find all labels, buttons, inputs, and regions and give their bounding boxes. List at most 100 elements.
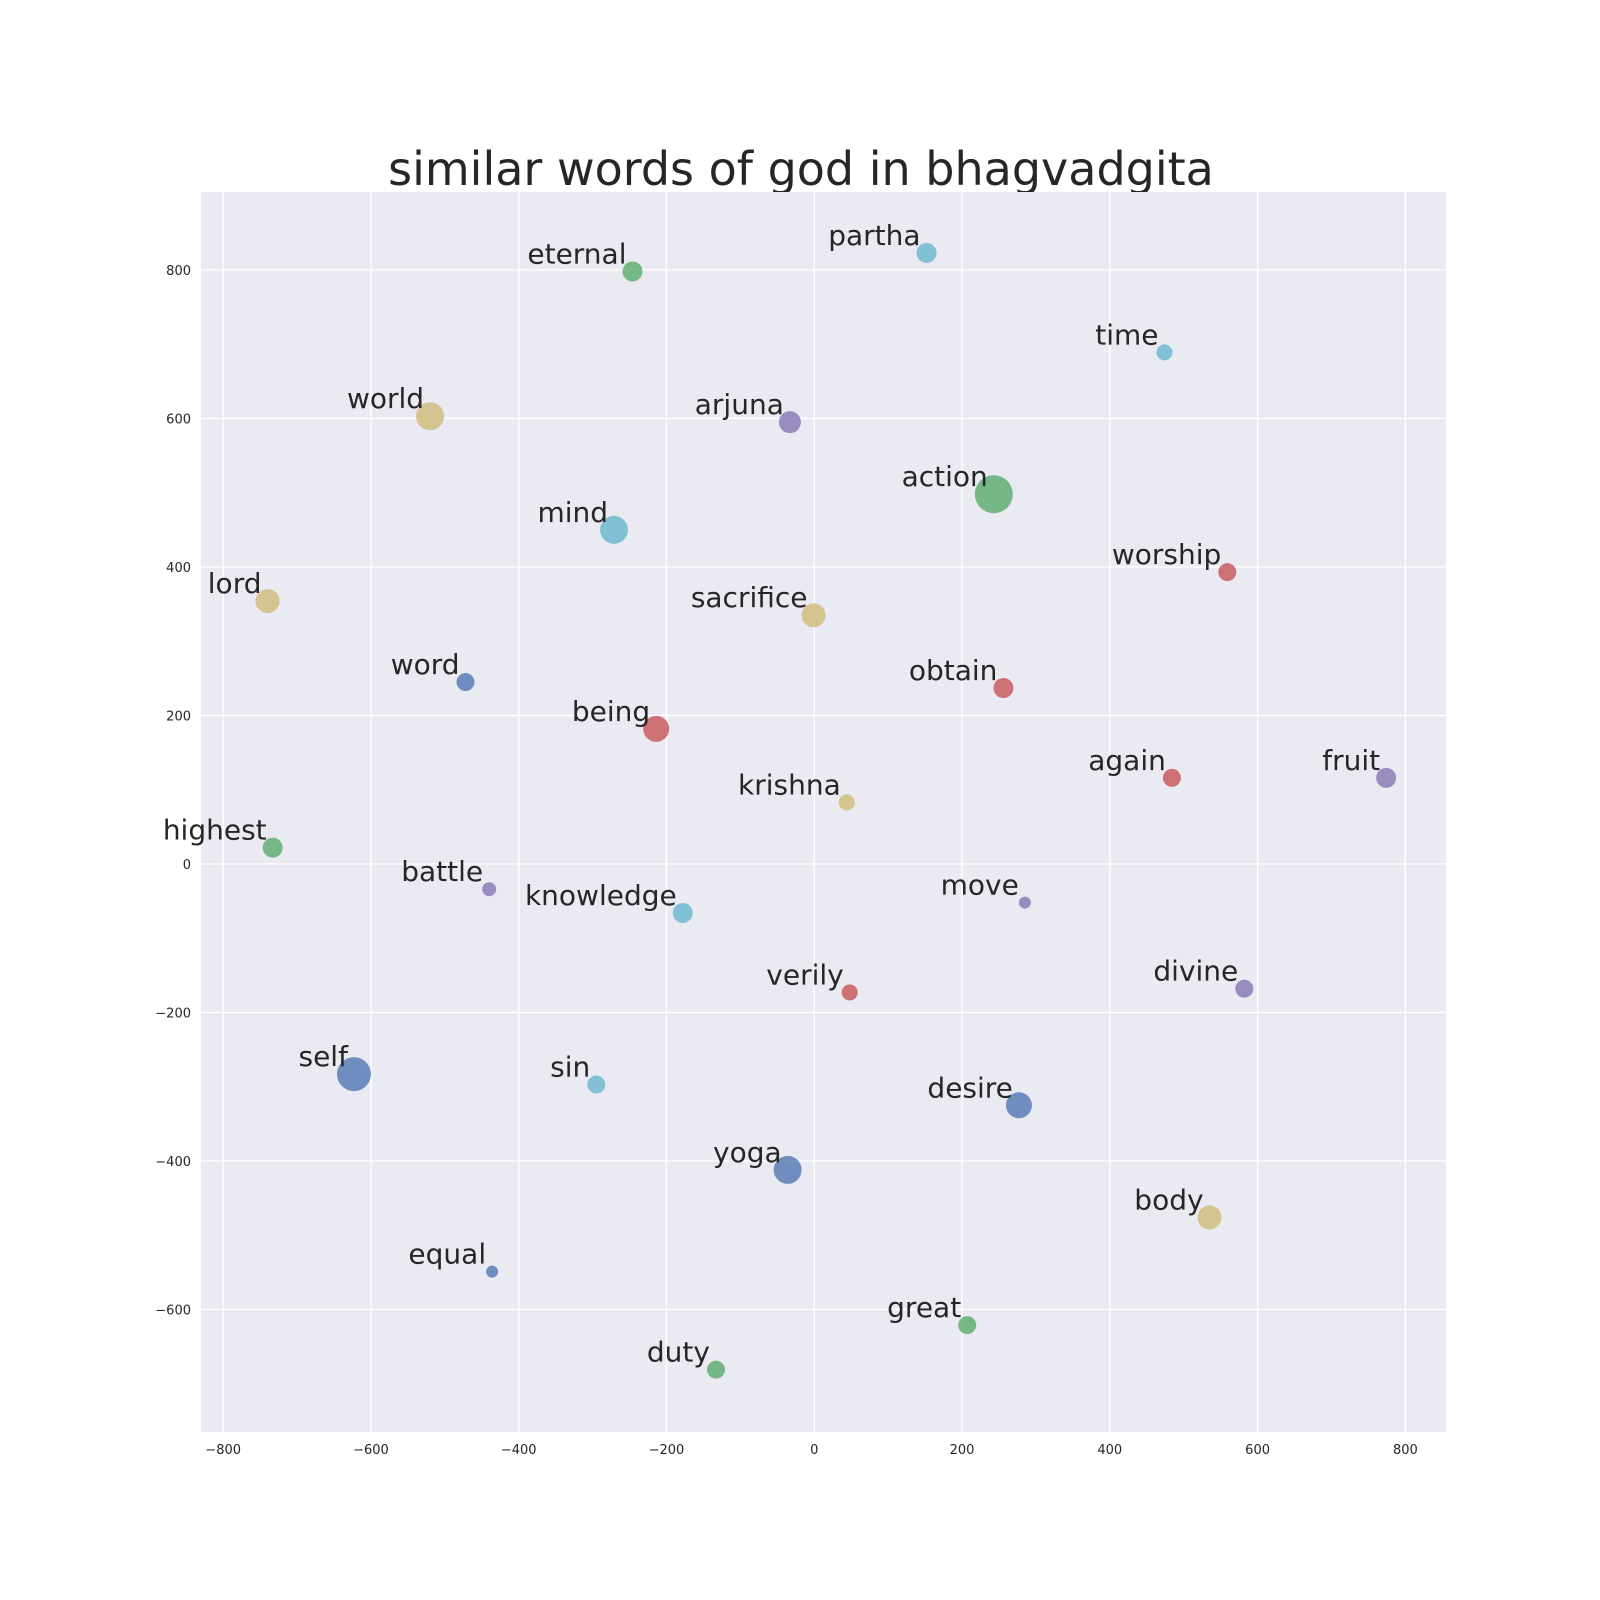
point-marker (778, 411, 801, 434)
point-marker (600, 515, 629, 544)
point-label: arjuna (695, 388, 784, 421)
point-label: battle (401, 855, 483, 888)
point-label: worship (1112, 538, 1221, 571)
point-marker (1162, 768, 1181, 787)
y-tick-label: 800 (166, 264, 191, 279)
point-sacrifice: sacrifice (691, 581, 826, 628)
point-krishna: krishna (738, 768, 855, 811)
point-marker (1218, 563, 1237, 582)
point-partha: partha (828, 219, 937, 263)
point-label: equal (408, 1238, 486, 1271)
point-world: world (347, 382, 445, 431)
point-marker (1156, 344, 1173, 361)
point-label: knowledge (525, 879, 677, 912)
point-label: highest (163, 814, 267, 847)
plot-area (201, 192, 1446, 1432)
point-marker (993, 678, 1014, 698)
y-tick-label: 0 (183, 858, 191, 873)
point-self: self (298, 1040, 371, 1092)
point-label: sin (550, 1051, 590, 1084)
point-label: world (347, 382, 424, 415)
point-label: being (572, 695, 650, 728)
x-tick-label: 0 (810, 1443, 818, 1458)
point-label: move (941, 869, 1019, 902)
point-eternal: eternal (527, 237, 643, 282)
point-marker (1005, 1092, 1032, 1119)
point-verily: verily (766, 958, 858, 1001)
point-equal: equal (408, 1238, 499, 1278)
x-tick-label: −800 (205, 1443, 241, 1458)
point-marker (1197, 1205, 1222, 1230)
point-sin: sin (550, 1051, 606, 1094)
point-marker (958, 1316, 977, 1335)
point-label: fruit (1322, 744, 1380, 777)
point-label: obtain (909, 654, 998, 687)
grid-lines (201, 192, 1446, 1432)
point-arjuna: arjuna (695, 388, 801, 434)
point-battle: battle (401, 855, 497, 897)
x-tick-label: 400 (1097, 1443, 1122, 1458)
y-tick-label: 600 (166, 412, 191, 427)
x-tick-label: 600 (1245, 1443, 1270, 1458)
point-yoga: yoga (713, 1136, 802, 1184)
point-marker (255, 589, 280, 614)
point-label: again (1088, 744, 1166, 777)
point-again: again (1088, 744, 1181, 787)
x-tick-label: 800 (1393, 1443, 1418, 1458)
data-points: partha eternal time world arjuna action mind wo… (163, 219, 1397, 1379)
point-marker (622, 261, 643, 282)
x-tick-label: −200 (649, 1443, 685, 1458)
y-tick-label: 400 (166, 561, 191, 576)
point-label: duty (647, 1336, 710, 1369)
point-label: eternal (527, 237, 626, 270)
point-label: word (391, 648, 460, 681)
point-label: self (298, 1040, 349, 1073)
point-highest: highest (163, 814, 283, 858)
x-tick-label: −400 (501, 1443, 537, 1458)
y-tick-label: −600 (155, 1303, 191, 1318)
point-time: time (1095, 318, 1173, 361)
point-marker (974, 475, 1013, 514)
point-label: yoga (713, 1136, 782, 1169)
point-knowledge: knowledge (525, 879, 693, 923)
point-marker (336, 1057, 371, 1092)
point-marker (1235, 979, 1254, 998)
y-tick-label: −400 (155, 1155, 191, 1170)
point-label: verily (766, 958, 843, 991)
x-axis-ticks: −800 −600 −400 −200 0 200 400 600 800 (205, 1443, 1417, 1458)
point-label: partha (828, 219, 920, 252)
point-great: great (887, 1291, 977, 1335)
point-being: being (572, 695, 670, 742)
point-marker (1376, 767, 1397, 788)
point-marker (486, 1265, 499, 1278)
point-marker (1018, 896, 1031, 909)
x-tick-label: 200 (950, 1443, 975, 1458)
point-fruit: fruit (1322, 744, 1397, 788)
point-marker (262, 837, 283, 858)
point-label: mind (537, 496, 608, 529)
point-marker (643, 715, 670, 742)
x-tick-label: −600 (353, 1443, 389, 1458)
point-word: word (391, 648, 475, 692)
point-marker (482, 882, 497, 897)
point-marker (773, 1155, 802, 1184)
point-marker (587, 1075, 606, 1094)
point-label: krishna (738, 768, 841, 801)
point-move: move (941, 869, 1031, 909)
point-label: divine (1153, 955, 1238, 988)
point-lord: lord (208, 567, 280, 614)
point-obtain: obtain (909, 654, 1014, 698)
point-label: lord (208, 567, 262, 600)
point-label: great (887, 1291, 961, 1324)
point-marker (916, 242, 937, 263)
y-axis-ticks: −600 −400 −200 0 200 400 600 800 (155, 264, 191, 1319)
point-desire: desire (927, 1071, 1032, 1119)
point-label: time (1095, 318, 1158, 351)
point-label: sacrifice (691, 581, 808, 614)
point-label: body (1134, 1183, 1203, 1216)
point-marker (838, 794, 855, 811)
point-duty: duty (647, 1336, 725, 1379)
point-body: body (1134, 1183, 1222, 1230)
chart-title: similar words of god in bhagvadgita (388, 142, 1214, 196)
